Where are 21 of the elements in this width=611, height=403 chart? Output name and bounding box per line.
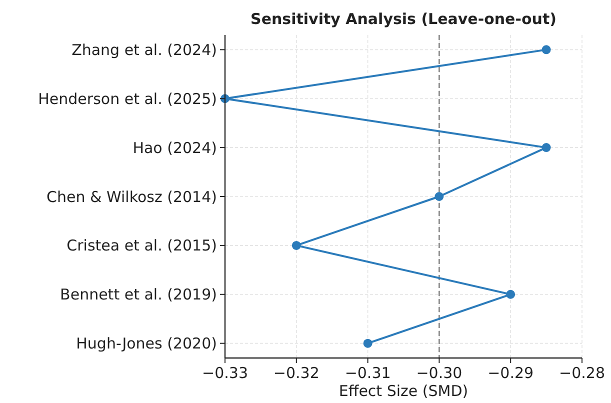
- y-tick-label: Chen & Wilkosz (2014): [46, 188, 217, 206]
- x-tick-label: −0.29: [488, 364, 534, 382]
- point: [542, 143, 551, 152]
- point: [542, 45, 551, 54]
- y-tick-label: Cristea et al. (2015): [66, 236, 217, 255]
- y-tick-label: Hugh-Jones (2020): [76, 334, 217, 353]
- x-tick-label: −0.28: [559, 364, 605, 382]
- y-tick-label: Zhang et al. (2024): [72, 40, 217, 59]
- point: [363, 338, 372, 348]
- y-tick-label: Henderson et al. (2025): [38, 90, 217, 108]
- y-tick-label: Hao (2024): [132, 138, 217, 157]
- x-tick-label: −0.31: [344, 364, 391, 382]
- point: [434, 192, 444, 201]
- chart-title: Sensitivity Analysis (Leave-one-out): [250, 10, 556, 28]
- x-axis-title: Effect Size (SMD): [338, 382, 468, 400]
- x-tick-label: −0.30: [416, 364, 462, 382]
- y-tick-label: Bennett et al. (2019): [60, 286, 217, 304]
- point: [292, 240, 301, 250]
- x-tick-label: −0.33: [202, 364, 248, 382]
- x-tick-label: −0.32: [273, 364, 320, 382]
- point: [506, 290, 516, 299]
